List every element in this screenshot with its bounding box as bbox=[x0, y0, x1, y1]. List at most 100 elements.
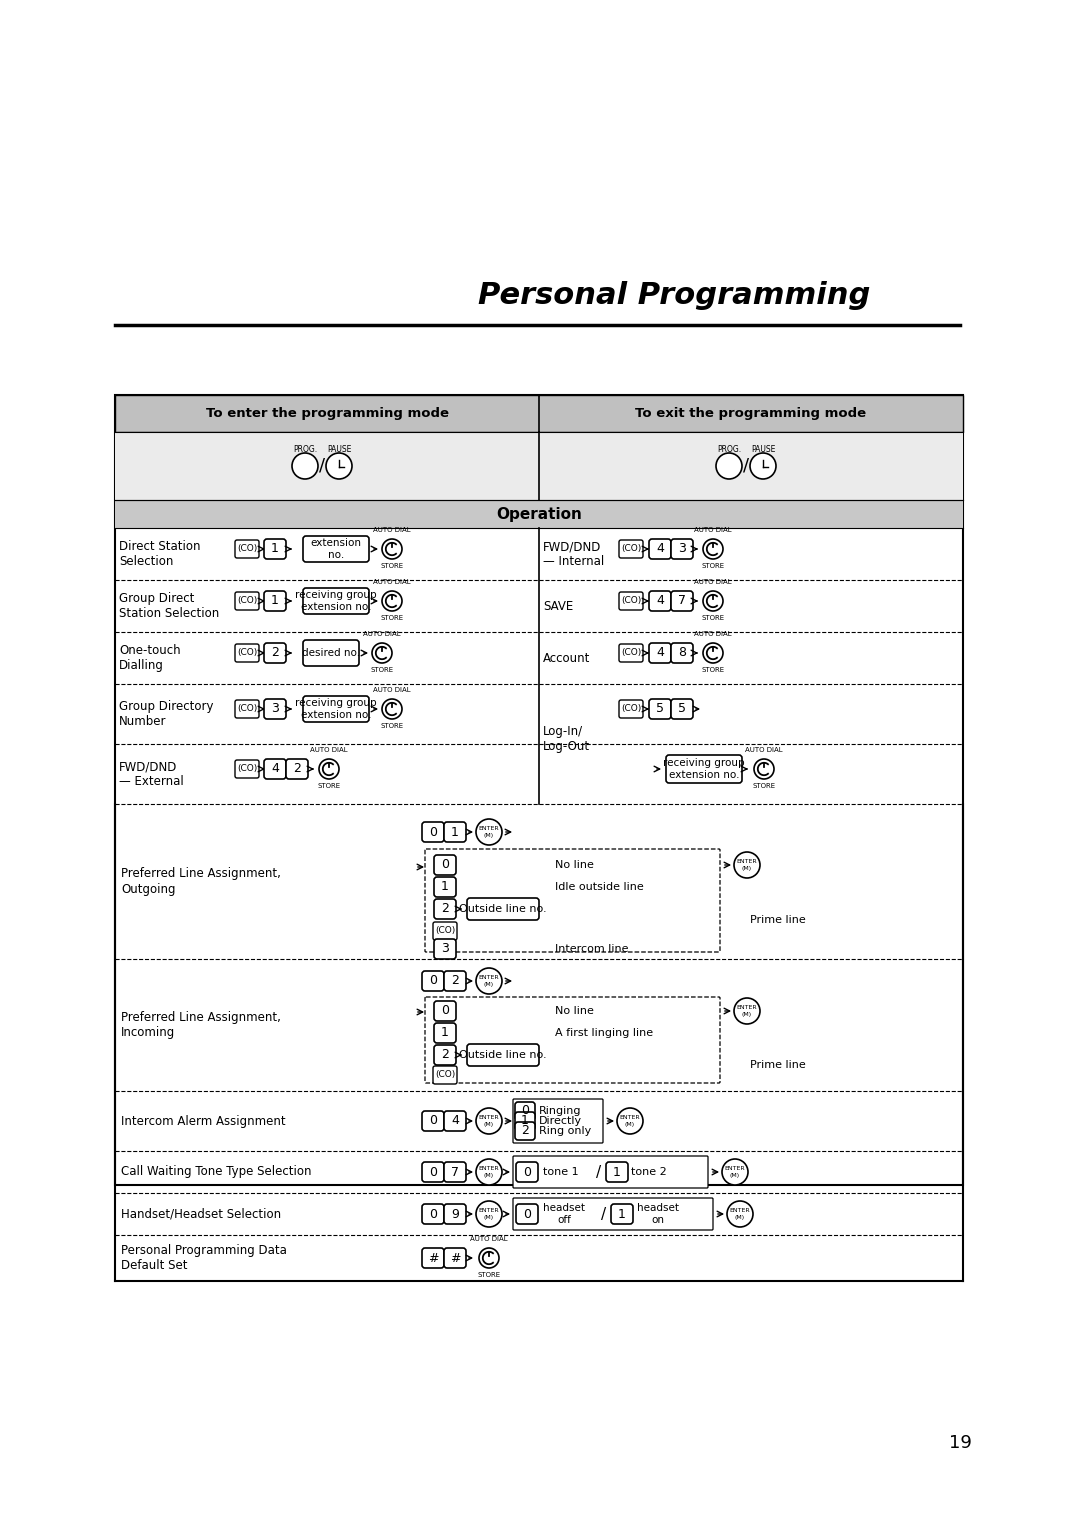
Text: extension
no.: extension no. bbox=[311, 538, 362, 559]
Text: (CO): (CO) bbox=[621, 596, 642, 605]
Text: (M): (M) bbox=[484, 1122, 494, 1128]
Text: 0: 0 bbox=[441, 859, 449, 871]
FancyBboxPatch shape bbox=[444, 970, 465, 992]
Circle shape bbox=[734, 853, 760, 879]
Text: ENTER: ENTER bbox=[725, 1166, 745, 1170]
Text: Prime line: Prime line bbox=[750, 1060, 806, 1070]
Text: 1: 1 bbox=[451, 825, 459, 839]
FancyBboxPatch shape bbox=[434, 877, 456, 897]
Text: AUTO DIAL: AUTO DIAL bbox=[363, 631, 401, 637]
Text: tone 1: tone 1 bbox=[543, 1167, 579, 1177]
Text: 0: 0 bbox=[429, 1114, 437, 1128]
Text: 8: 8 bbox=[678, 646, 686, 660]
Text: STORE: STORE bbox=[701, 668, 725, 672]
FancyBboxPatch shape bbox=[422, 822, 444, 842]
Text: (CO): (CO) bbox=[621, 648, 642, 657]
FancyBboxPatch shape bbox=[649, 591, 671, 611]
Text: 1: 1 bbox=[441, 880, 449, 894]
FancyBboxPatch shape bbox=[444, 1248, 465, 1268]
Text: AUTO DIAL: AUTO DIAL bbox=[374, 579, 410, 585]
Text: STORE: STORE bbox=[701, 562, 725, 568]
FancyBboxPatch shape bbox=[235, 591, 259, 610]
Text: ENTER: ENTER bbox=[478, 975, 499, 979]
Text: receiving group
extension no.: receiving group extension no. bbox=[663, 758, 745, 779]
Text: (CO): (CO) bbox=[621, 544, 642, 553]
Text: Group Directory
Number: Group Directory Number bbox=[119, 700, 214, 727]
Text: /: / bbox=[602, 1207, 607, 1221]
Circle shape bbox=[326, 452, 352, 478]
FancyBboxPatch shape bbox=[434, 940, 456, 960]
FancyBboxPatch shape bbox=[619, 539, 643, 558]
Text: tone 2: tone 2 bbox=[631, 1167, 666, 1177]
Text: STORE: STORE bbox=[701, 614, 725, 620]
Text: PAUSE: PAUSE bbox=[751, 446, 775, 454]
FancyBboxPatch shape bbox=[444, 822, 465, 842]
Bar bbox=[114, 500, 963, 529]
Text: 0: 0 bbox=[429, 1166, 437, 1178]
Text: (M): (M) bbox=[625, 1122, 635, 1128]
Text: PROG.: PROG. bbox=[717, 446, 741, 454]
Text: 2: 2 bbox=[441, 903, 449, 915]
Text: ENTER: ENTER bbox=[737, 859, 757, 863]
Text: (M): (M) bbox=[484, 1215, 494, 1219]
Circle shape bbox=[476, 819, 502, 845]
Text: 3: 3 bbox=[678, 542, 686, 556]
FancyBboxPatch shape bbox=[606, 1161, 627, 1183]
Bar bbox=[114, 396, 963, 432]
Text: AUTO DIAL: AUTO DIAL bbox=[374, 527, 410, 533]
Text: STORE: STORE bbox=[380, 562, 404, 568]
FancyBboxPatch shape bbox=[444, 1111, 465, 1131]
Text: PROG.: PROG. bbox=[293, 446, 318, 454]
Text: receiving group
extension no.: receiving group extension no. bbox=[295, 590, 377, 611]
Circle shape bbox=[703, 643, 723, 663]
FancyBboxPatch shape bbox=[516, 1161, 538, 1183]
Text: Prime line: Prime line bbox=[750, 915, 806, 924]
Text: 0: 0 bbox=[523, 1207, 531, 1221]
FancyBboxPatch shape bbox=[666, 755, 742, 782]
Text: 1: 1 bbox=[618, 1207, 626, 1221]
Text: (CO): (CO) bbox=[237, 764, 257, 773]
FancyBboxPatch shape bbox=[426, 850, 720, 952]
Text: headset
on: headset on bbox=[637, 1203, 679, 1225]
Text: ENTER: ENTER bbox=[478, 1115, 499, 1120]
FancyBboxPatch shape bbox=[444, 1204, 465, 1224]
Text: Outside line no.: Outside line no. bbox=[459, 905, 546, 914]
Text: 3: 3 bbox=[271, 703, 279, 715]
FancyBboxPatch shape bbox=[434, 1045, 456, 1065]
Text: ENTER: ENTER bbox=[737, 1005, 757, 1010]
Text: 0: 0 bbox=[521, 1105, 529, 1117]
Text: (M): (M) bbox=[484, 983, 494, 987]
FancyBboxPatch shape bbox=[433, 921, 457, 940]
Text: #: # bbox=[449, 1251, 460, 1265]
Text: To exit the programming mode: To exit the programming mode bbox=[635, 406, 866, 420]
Text: 0: 0 bbox=[429, 975, 437, 987]
Text: desired no.: desired no. bbox=[302, 648, 360, 659]
Text: STORE: STORE bbox=[380, 614, 404, 620]
Text: 0: 0 bbox=[441, 1004, 449, 1018]
FancyBboxPatch shape bbox=[513, 1157, 708, 1187]
FancyBboxPatch shape bbox=[671, 643, 693, 663]
Text: AUTO DIAL: AUTO DIAL bbox=[374, 688, 410, 694]
Text: Personal Programming: Personal Programming bbox=[477, 281, 870, 310]
FancyBboxPatch shape bbox=[303, 588, 369, 614]
Bar bbox=[114, 432, 963, 500]
Circle shape bbox=[750, 452, 777, 478]
Circle shape bbox=[727, 1201, 753, 1227]
Text: Log-In/
Log-Out: Log-In/ Log-Out bbox=[543, 724, 590, 753]
Text: (CO): (CO) bbox=[237, 544, 257, 553]
Text: 7: 7 bbox=[678, 594, 686, 608]
Circle shape bbox=[382, 698, 402, 720]
Text: No line: No line bbox=[555, 1005, 594, 1016]
FancyBboxPatch shape bbox=[515, 1112, 535, 1131]
FancyBboxPatch shape bbox=[264, 759, 286, 779]
Circle shape bbox=[476, 969, 502, 995]
Text: STORE: STORE bbox=[380, 723, 404, 729]
FancyBboxPatch shape bbox=[422, 1204, 444, 1224]
FancyBboxPatch shape bbox=[649, 643, 671, 663]
FancyBboxPatch shape bbox=[235, 539, 259, 558]
Circle shape bbox=[476, 1201, 502, 1227]
FancyBboxPatch shape bbox=[467, 898, 539, 920]
Text: Ring only: Ring only bbox=[539, 1126, 591, 1135]
Text: STORE: STORE bbox=[753, 782, 775, 788]
Text: Call Waiting Tone Type Selection: Call Waiting Tone Type Selection bbox=[121, 1166, 311, 1178]
